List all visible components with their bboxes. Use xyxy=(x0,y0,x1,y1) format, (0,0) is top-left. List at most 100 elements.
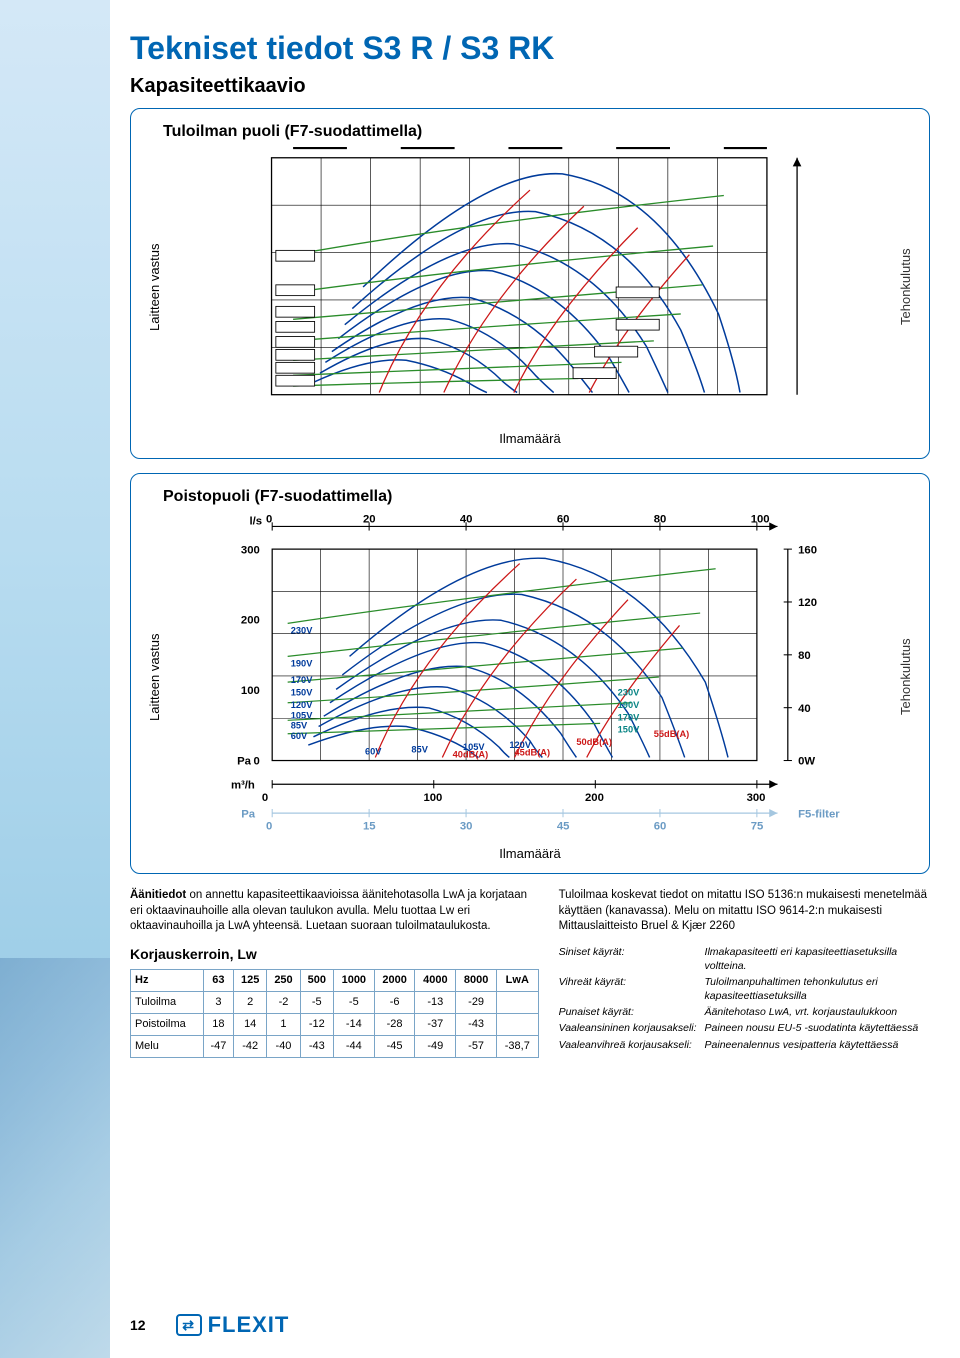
svg-text:100: 100 xyxy=(751,513,770,525)
svg-text:230V: 230V xyxy=(618,688,640,698)
svg-text:230V: 230V xyxy=(291,626,313,636)
svg-text:105V: 105V xyxy=(291,710,313,720)
chart-top-xlabel: Ilmamäärä xyxy=(143,431,917,446)
logo-icon: ⇄ xyxy=(176,1314,202,1336)
correction-title: Korjauskerroin, Lw xyxy=(130,945,539,964)
svg-text:45: 45 xyxy=(557,821,570,833)
svg-text:60: 60 xyxy=(557,513,570,525)
svg-text:0: 0 xyxy=(266,821,272,833)
legend-value: Ilmakapasiteetti eri kapasiteettiasetuks… xyxy=(705,945,930,973)
table-row: Tuloilma32-2-5-5-6-13-29 xyxy=(131,992,539,1014)
svg-text:80: 80 xyxy=(798,650,811,662)
legend-key: Punaiset käyrät: xyxy=(559,1005,697,1019)
table-header: 63 xyxy=(203,970,233,992)
chart-top-svg xyxy=(166,147,894,427)
svg-text:80: 80 xyxy=(654,513,667,525)
svg-text:60V: 60V xyxy=(291,731,308,741)
chart-bottom-xlabel: Ilmamäärä xyxy=(143,846,917,861)
legend-key: Siniset käyrät: xyxy=(559,945,697,973)
chart-top-frame: Tuloilman puoli (F7-suodattimella) Laitt… xyxy=(130,108,930,459)
svg-text:0: 0 xyxy=(798,756,804,768)
svg-text:40: 40 xyxy=(798,703,811,715)
legend-grid: Siniset käyrät: Ilmakapasiteetti eri kapa… xyxy=(559,945,930,1052)
svg-text:120: 120 xyxy=(798,597,817,609)
chart-bottom-frame: Poistopuoli (F7-suodattimella) Laitteen … xyxy=(130,473,930,874)
svg-text:0: 0 xyxy=(266,513,272,525)
svg-text:190V: 190V xyxy=(291,659,313,669)
logo-text: FLEXIT xyxy=(208,1312,290,1338)
svg-text:200: 200 xyxy=(241,615,260,627)
svg-text:m³/h: m³/h xyxy=(231,779,255,791)
table-header: LwA xyxy=(497,970,539,992)
svg-text:Pa: Pa xyxy=(241,808,256,820)
svg-text:150V: 150V xyxy=(291,688,313,698)
sound-bold: Äänitiedot xyxy=(130,889,186,901)
svg-text:120V: 120V xyxy=(291,700,313,710)
notes-section: Äänitiedot on annettu kapasiteettikaavio… xyxy=(130,888,930,1058)
sound-para: on annettu kapasiteettikaavioissa äänite… xyxy=(130,889,527,932)
sidebar-gradient xyxy=(0,0,110,1358)
svg-text:15: 15 xyxy=(363,821,376,833)
svg-text:40dB(A): 40dB(A) xyxy=(453,749,489,759)
table-header: 2000 xyxy=(374,970,415,992)
chart-top-title: Tuloilman puoli (F7-suodattimella) xyxy=(163,123,917,141)
notes-left: Äänitiedot on annettu kapasiteettikaavio… xyxy=(130,888,539,1058)
sidebar-photo-overlay xyxy=(0,958,110,1358)
svg-text:0: 0 xyxy=(262,792,268,804)
svg-text:20: 20 xyxy=(363,513,376,525)
svg-text:75: 75 xyxy=(751,821,764,833)
svg-text:170V: 170V xyxy=(618,712,640,722)
chart-bottom-ylabel-left: Laitteen vastus xyxy=(143,512,166,842)
table-header: 125 xyxy=(234,970,267,992)
svg-text:Pa: Pa xyxy=(237,756,252,768)
chart-bottom-title: Poistopuoli (F7-suodattimella) xyxy=(163,488,917,506)
legend-key: Vihreät käyrät: xyxy=(559,975,697,1003)
page-subtitle: Kapasiteettikaavio xyxy=(130,75,930,98)
svg-text:300: 300 xyxy=(241,544,260,556)
legend-key: Vaaleansininen korjausakseli: xyxy=(559,1021,697,1035)
table-header: Hz xyxy=(131,970,204,992)
svg-text:160: 160 xyxy=(798,544,817,556)
brand-logo: ⇄ FLEXIT xyxy=(176,1312,290,1338)
svg-text:100: 100 xyxy=(423,792,442,804)
page-number: 12 xyxy=(130,1317,146,1333)
svg-text:l/s: l/s xyxy=(250,515,263,527)
svg-text:190V: 190V xyxy=(618,700,640,710)
table-header: 250 xyxy=(267,970,300,992)
table-header: 8000 xyxy=(456,970,497,992)
svg-text:55dB(A): 55dB(A) xyxy=(654,729,690,739)
correction-table: Hz631252505001000200040008000LwA Tuloilm… xyxy=(130,969,539,1057)
chart-bottom-svg: l/s 020406080100 Pa 0100200300 xyxy=(166,512,894,842)
svg-text:200: 200 xyxy=(585,792,604,804)
table-header: 1000 xyxy=(333,970,374,992)
chart-top-ylabel-left: Laitteen vastus xyxy=(143,147,166,427)
iso-para: Tuloilmaa koskevat tiedot on mitattu ISO… xyxy=(559,888,930,935)
table-header: 500 xyxy=(300,970,333,992)
page-title: Tekniset tiedot S3 R / S3 RK xyxy=(130,30,930,67)
legend-value: Paineen nousu EU-5 -suodatinta käytettäe… xyxy=(705,1021,930,1035)
page-footer: 12 ⇄ FLEXIT xyxy=(130,1312,289,1338)
svg-text:60V: 60V xyxy=(365,746,382,756)
svg-text:60: 60 xyxy=(654,821,667,833)
table-header: 4000 xyxy=(415,970,456,992)
svg-text:30: 30 xyxy=(460,821,473,833)
notes-right: Tuloilmaa koskevat tiedot on mitattu ISO… xyxy=(559,888,930,1058)
chart-top-ylabel-right: Tehonkulutus xyxy=(894,147,917,427)
svg-text:170V: 170V xyxy=(291,675,313,685)
legend-key: Vaaleanvihreä korjausakseli: xyxy=(559,1038,697,1052)
svg-text:0: 0 xyxy=(254,756,260,768)
legend-value: Äänitehotaso LwA, vrt. korjaustaulukkoon xyxy=(705,1005,930,1019)
svg-text:300: 300 xyxy=(747,792,766,804)
svg-text:45dB(A): 45dB(A) xyxy=(515,747,551,757)
table-row: Poistoilma18141-12-14-28-37-43 xyxy=(131,1014,539,1036)
svg-text:40: 40 xyxy=(460,513,473,525)
table-row: Melu-47-42-40-43-44-45-49-57-38,7 xyxy=(131,1035,539,1057)
svg-text:85V: 85V xyxy=(411,744,428,754)
legend-value: Paineenalennus vesipatteria käytettäessä xyxy=(705,1038,930,1052)
legend-value: Tuloilmanpuhaltimen tehonkulutus eri kap… xyxy=(705,975,930,1003)
main-content: Tekniset tiedot S3 R / S3 RK Kapasiteett… xyxy=(130,30,930,1058)
svg-text:W: W xyxy=(804,756,815,768)
svg-text:150V: 150V xyxy=(618,725,640,735)
chart-bottom-ylabel-right: Tehonkulutus xyxy=(894,512,917,842)
svg-text:F5-filter: F5-filter xyxy=(798,808,840,820)
